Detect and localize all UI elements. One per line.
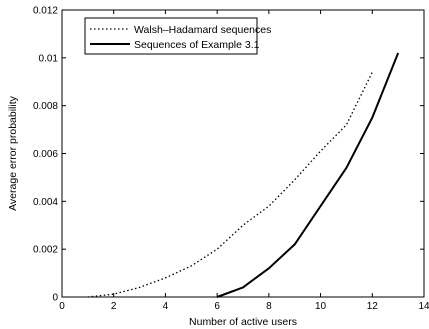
x-tick-label: 12 bbox=[367, 301, 379, 312]
y-tick-label: 0.004 bbox=[33, 197, 58, 208]
y-tick-label: 0.002 bbox=[33, 245, 58, 256]
tick-labels: 0 2 4 6 8 10 12 14 0 0.002 0.004 0.006 0.008 0.01 0.01… bbox=[33, 6, 429, 313]
axis-ticks bbox=[61, 9, 425, 298]
series-line-example-3-1 bbox=[216, 52, 400, 298]
y-tick-label: 0.012 bbox=[33, 6, 58, 17]
x-tick-label: 2 bbox=[111, 301, 117, 312]
y-tick-label: 0.01 bbox=[39, 53, 59, 64]
x-tick-label: 0 bbox=[59, 301, 65, 312]
y-tick-label: 0.006 bbox=[33, 149, 58, 160]
x-tick-label: 10 bbox=[315, 301, 327, 312]
legend-label-walsh-hadamard: Walsh–Hadamard sequences bbox=[134, 24, 271, 36]
y-tick-label: 0.008 bbox=[33, 101, 58, 112]
y-tick-label: 0 bbox=[52, 293, 58, 304]
legend: Walsh–Hadamard sequences Sequences of Ex… bbox=[84, 17, 271, 55]
legend-box bbox=[84, 17, 258, 55]
legend-label-example-3-1: Sequences of Example 3.1 bbox=[134, 39, 260, 51]
x-tick-label: 8 bbox=[266, 301, 272, 312]
x-tick-label: 4 bbox=[163, 301, 169, 312]
x-tick-label: 6 bbox=[214, 301, 220, 312]
y-axis-label: Average error probability bbox=[7, 95, 19, 211]
x-axis-label: Number of active users bbox=[189, 316, 297, 328]
series-line-walsh-hadamard bbox=[87, 71, 373, 298]
series-lines bbox=[87, 52, 400, 298]
x-tick-label: 14 bbox=[418, 301, 429, 312]
